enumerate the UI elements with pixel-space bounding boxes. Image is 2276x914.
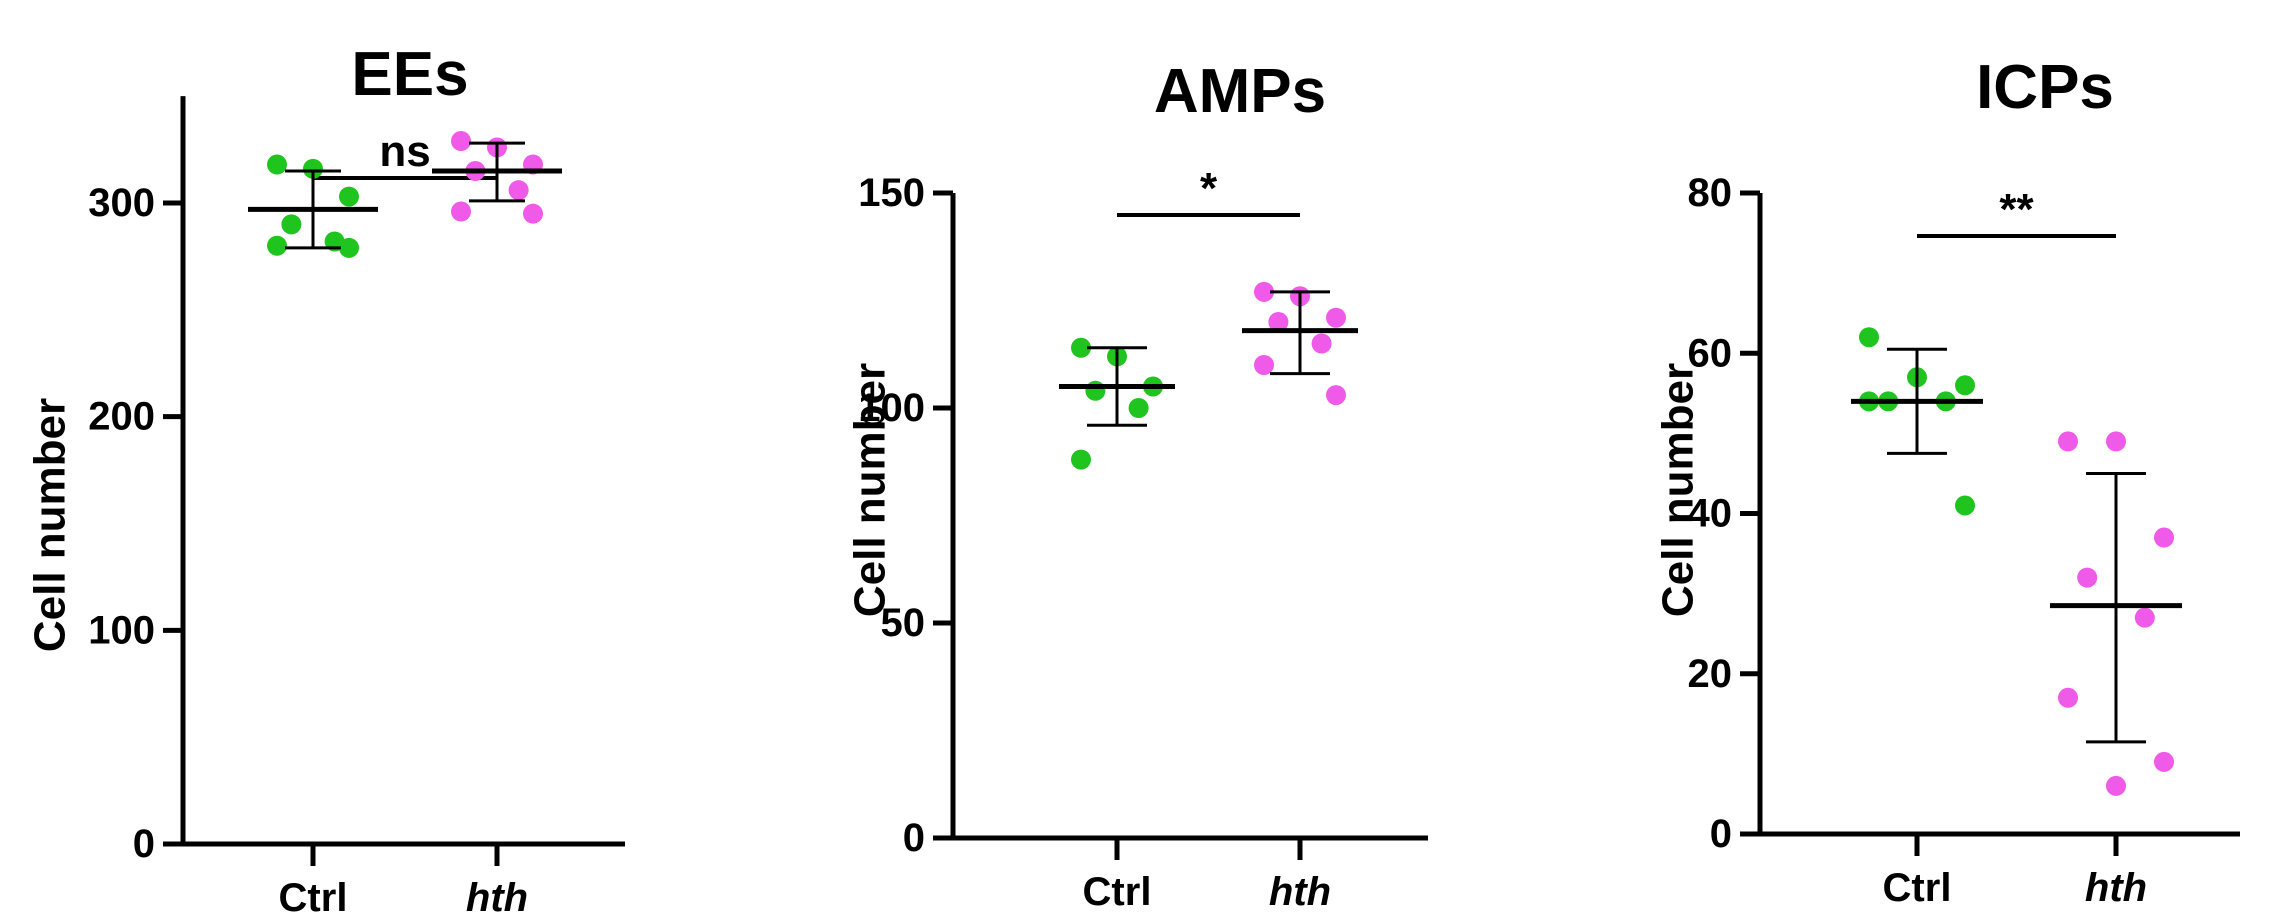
panel-ees: EEs Cell number 0 100 200 300 Ctrl hth ns [26,40,625,914]
data-point [1071,337,1091,358]
data-point [1326,307,1346,328]
y-tick-label: 0 [1710,812,1732,856]
data-point [2058,687,2078,708]
panel-icps: ICPs Cell number 0 20 40 60 80 Ctrl hth ** [1654,53,2240,910]
y-axis-label: Cell number [846,363,895,617]
data-point [1326,385,1346,406]
data-point [451,131,471,152]
x-tick-label: Ctrl [1083,870,1152,914]
data-point [1955,495,1975,516]
y-tick-label: 100 [88,608,155,652]
x-tick-label: Ctrl [279,876,348,914]
y-tick-label: 50 [881,601,926,645]
data-point [1128,398,1149,418]
y-tick-label: 20 [1688,652,1733,696]
chart-title: AMPs [1154,57,1326,126]
data-point [267,235,287,256]
y-axis-label: Cell number [1654,363,1703,617]
data-point [1955,375,1975,396]
data-point [1268,312,1289,332]
data-point [2154,527,2174,548]
data-point [1254,281,1274,302]
data-point [339,237,359,258]
data-point [1071,449,1091,470]
data-point [1085,380,1106,401]
significance-label: ns [379,127,430,176]
data-point [523,203,543,224]
data-point [2106,775,2126,796]
data-point [1311,333,1332,354]
chart-title: EEs [351,40,468,109]
data-point [2106,431,2126,452]
data-point [2154,751,2174,772]
y-tick-label: 0 [903,816,925,860]
data-point [1254,355,1274,375]
data-point [451,201,471,222]
y-tick-label: 200 [88,395,155,439]
x-tick-label: hth [1269,870,1331,914]
significance-label: * [1200,164,1218,213]
panel-amps: AMPs Cell number 0 50 100 150 Ctrl hth * [846,57,1428,914]
y-axis-label: Cell number [26,398,75,652]
data-point [281,214,302,235]
data-point [1859,327,1879,348]
data-point [508,180,529,201]
chart-title: ICPs [1976,53,2114,122]
data-point [2077,567,2098,588]
x-tick-label: hth [466,876,528,914]
y-tick-label: 80 [1688,171,1733,215]
data-point [2134,607,2155,628]
data-point [2058,431,2078,452]
data-point [267,154,287,175]
y-tick-label: 150 [858,171,925,215]
x-tick-label: hth [2085,866,2147,910]
y-tick-label: 0 [133,822,155,866]
y-tick-label: 60 [1688,331,1733,375]
y-tick-label: 40 [1688,492,1733,536]
data-point [303,158,323,179]
y-tick-label: 300 [88,181,155,225]
x-tick-label: Ctrl [1883,866,1952,910]
data-point [339,186,359,207]
y-tick-label: 100 [858,386,925,430]
significance-label: ** [1999,185,2034,234]
